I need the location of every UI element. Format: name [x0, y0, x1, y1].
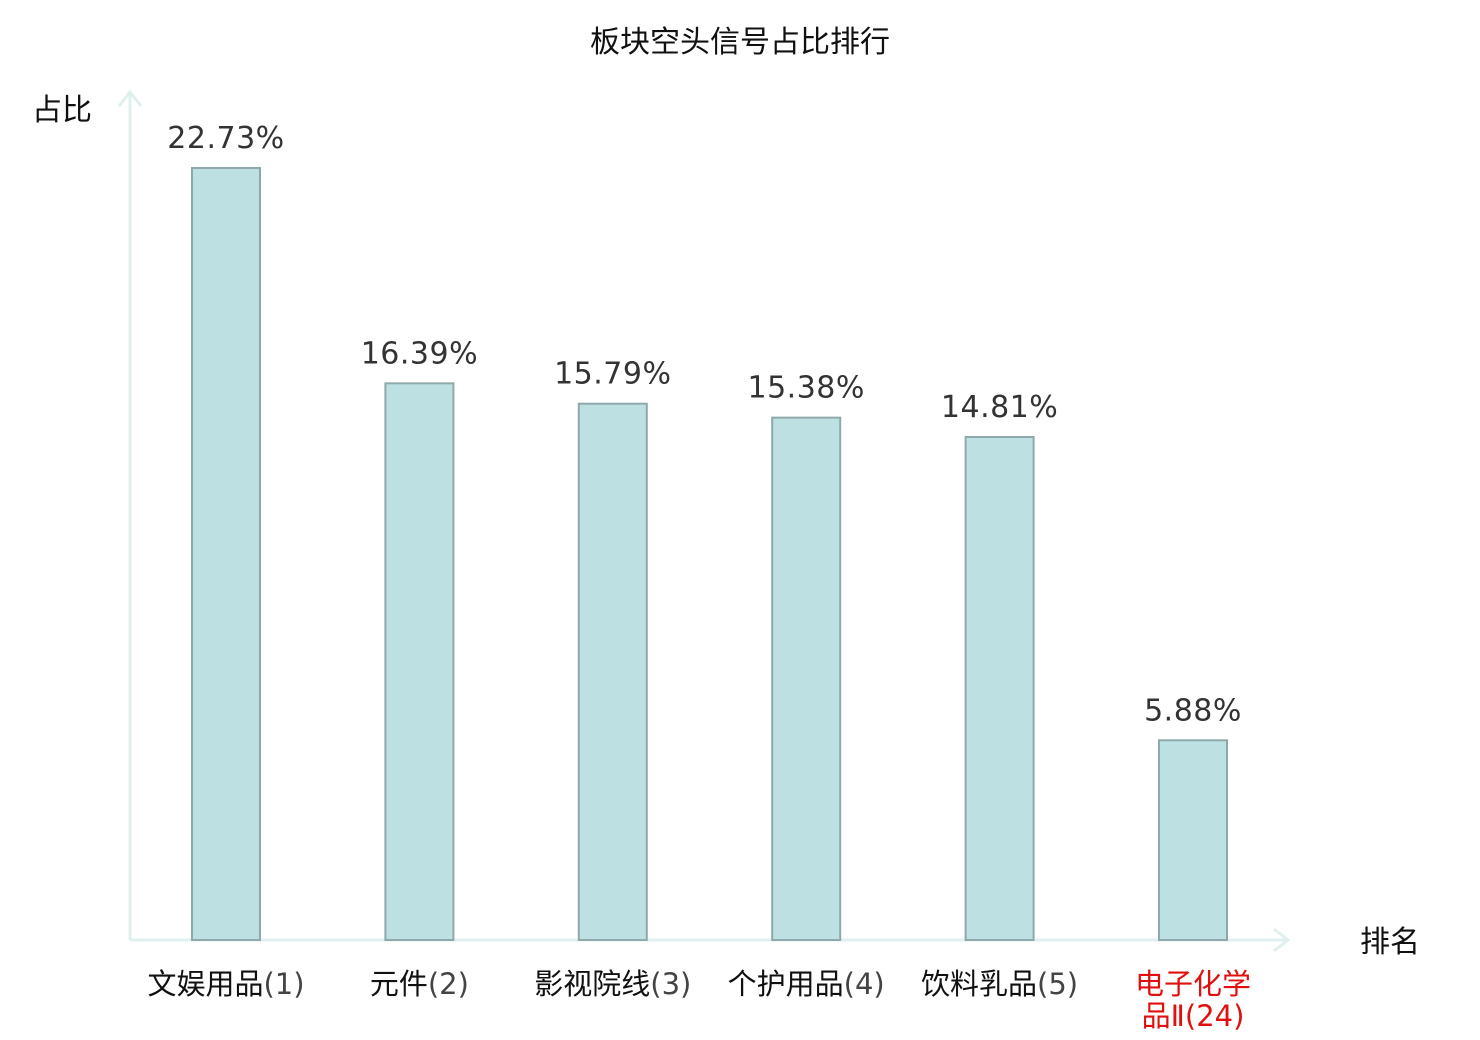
category-labels-group: 文娱用品(1) 元件(2) 影视院线(3) 个护用品(4) 饮料乳品(5) 电子化学品Ⅱ(…	[147, 967, 1251, 1033]
bar	[191, 167, 261, 941]
x-tick-label: 文娱用品(1)	[147, 967, 304, 1001]
x-tick-label: 电子化学	[1135, 967, 1251, 1001]
bars-group	[191, 167, 1228, 942]
x-axis-title: 排名	[1360, 925, 1420, 960]
bar	[771, 416, 842, 942]
bar	[384, 382, 455, 941]
x-axis-arrow-icon	[1273, 927, 1291, 953]
y-axis-arrow-icon	[117, 89, 143, 107]
data-label: 15.38%	[748, 371, 865, 406]
bar	[577, 402, 648, 941]
x-tick-label: 个护用品(4)	[728, 967, 885, 1001]
x-tick-label: 品Ⅱ(24)	[1142, 999, 1245, 1033]
value-labels-group: 22.73% 16.39% 15.79% 15.38% 14.81% 5.88%	[167, 121, 1242, 728]
bar	[964, 435, 1035, 941]
data-label: 14.81%	[941, 390, 1058, 425]
x-tick-label: 元件(2)	[370, 967, 469, 1001]
data-label: 22.73%	[167, 121, 284, 156]
bar	[1158, 739, 1228, 941]
data-label: 16.39%	[361, 336, 478, 371]
x-tick-label: 影视院线(3)	[534, 967, 691, 1001]
data-label: 15.79%	[554, 357, 671, 392]
data-label: 5.88%	[1144, 693, 1242, 728]
y-axis-title: 占比	[32, 93, 92, 128]
chart-title: 板块空头信号占比排行	[590, 25, 890, 60]
x-tick-label: 饮料乳品(5)	[921, 967, 1078, 1001]
